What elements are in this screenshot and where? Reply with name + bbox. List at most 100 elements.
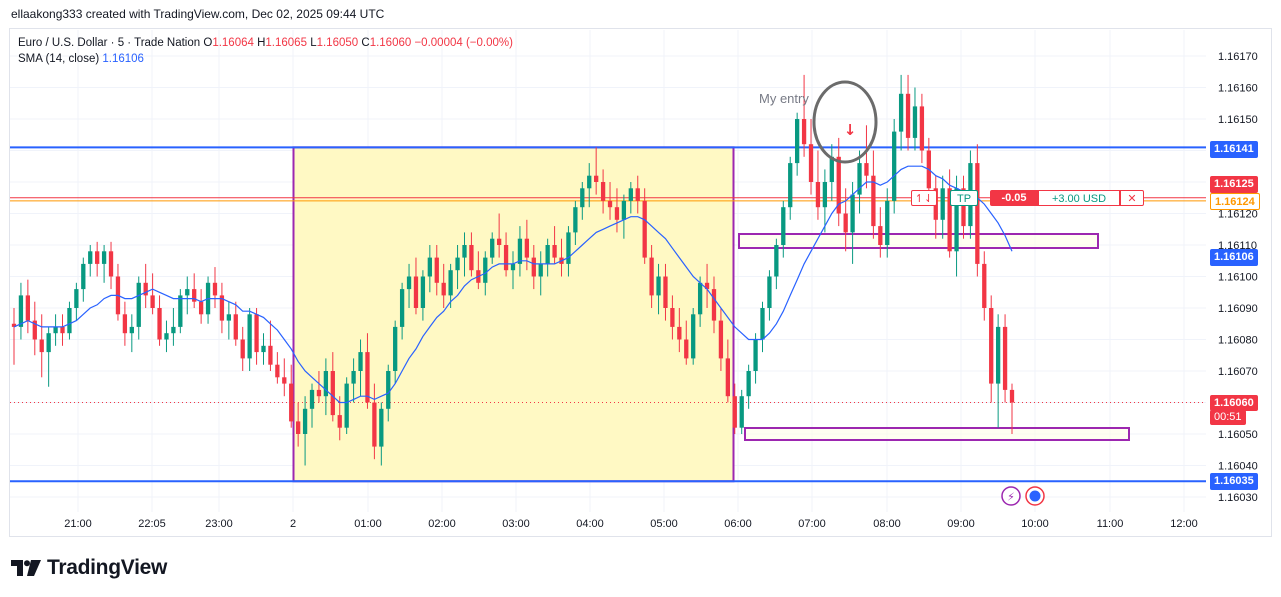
y-tick-label: 1.16150 — [1218, 114, 1258, 126]
time-axis[interactable]: 21:00 22:05 23:00 2 01:00 02:00 03:00 04:00 05:0… — [64, 518, 1198, 530]
candles-layer — [11, 74, 1015, 466]
candle-body — [164, 333, 169, 340]
y-tick-label: 1.16160 — [1218, 83, 1258, 95]
candle-body — [580, 188, 585, 208]
x-tick-label: 10:00 — [1021, 518, 1049, 530]
candle-body — [198, 301, 204, 315]
price-axis[interactable]: 1.160301.160401.160501.160601.160701.160… — [1218, 51, 1258, 504]
candle-body — [67, 308, 72, 334]
position-pl-usd[interactable]: +3.00 USD — [1038, 190, 1120, 206]
candle-body — [746, 371, 751, 397]
candle-body — [212, 282, 218, 296]
candle-body — [919, 106, 925, 151]
x-tick-label: 02:00 — [428, 518, 456, 530]
candle-body — [254, 314, 259, 353]
candle-body — [25, 295, 31, 321]
candle-body — [344, 383, 349, 428]
position-close-button[interactable]: ✕ — [1120, 190, 1144, 206]
tradingview-logo[interactable]: TradingView — [11, 556, 167, 580]
candle-body — [732, 396, 737, 428]
candle-body — [393, 326, 398, 371]
y-tick-label: 1.16170 — [1218, 51, 1258, 63]
y-tick-label: 1.16040 — [1218, 461, 1258, 473]
candle-body — [469, 245, 474, 271]
candle-body — [801, 119, 807, 145]
candle-body — [767, 276, 772, 308]
candle-body — [136, 282, 141, 327]
candle-body — [552, 245, 557, 258]
candle-body — [774, 245, 779, 277]
y-tick-label: 1.16050 — [1218, 429, 1258, 441]
sell-arrow-icon: ↓ — [844, 121, 857, 139]
candle-body — [788, 163, 793, 208]
event-flag-inner — [1029, 490, 1041, 502]
candle-body — [233, 314, 238, 340]
support-box — [744, 427, 1130, 441]
chart-credit: ellaakong333 created with TradingView.co… — [11, 7, 385, 21]
candle-body — [309, 389, 315, 409]
badge-blue-line-top: 1.16141 — [1210, 141, 1258, 158]
candle-body — [427, 257, 432, 277]
candle-body — [912, 106, 918, 138]
candle-body — [531, 257, 536, 277]
candle-body — [323, 371, 329, 397]
candle-body — [496, 238, 502, 245]
y-tick-label: 1.16070 — [1218, 366, 1258, 378]
legend-open: 1.16064 — [212, 37, 254, 49]
candle-body — [330, 371, 335, 416]
candle-body — [178, 295, 183, 327]
candle-body — [718, 320, 724, 359]
y-tick-label: 1.16030 — [1218, 492, 1258, 504]
candle-body — [434, 257, 439, 283]
y-tick-label: 1.16100 — [1218, 272, 1258, 284]
legend-l-label: L — [310, 37, 317, 49]
candle-body — [857, 163, 862, 195]
candle-body — [448, 270, 453, 296]
candle-body — [490, 238, 495, 258]
candle-body — [337, 415, 342, 428]
candle-body — [1002, 326, 1008, 390]
tp-label[interactable]: TP — [950, 190, 978, 206]
x-tick-label: 04:00 — [576, 518, 604, 530]
legend-symbol[interactable]: Euro / U.S. Dollar · 5 · Trade Nation — [18, 37, 201, 49]
candle-body — [358, 352, 363, 371]
x-tick-label: 01:00 — [354, 518, 382, 530]
candle-body — [711, 289, 717, 321]
candle-body — [982, 263, 987, 308]
candle-body — [74, 289, 79, 308]
candle-body — [808, 144, 814, 182]
x-tick-label: 22:05 — [138, 518, 166, 530]
candle-body — [46, 333, 51, 353]
lightning-glyph: ⚡ — [1007, 491, 1015, 504]
candle-body — [399, 289, 405, 327]
candle-body — [587, 175, 592, 189]
candle-body — [455, 257, 460, 271]
candle-body — [795, 119, 800, 164]
candle-body — [697, 282, 703, 315]
candle-body — [406, 276, 412, 290]
x-tick-label: 23:00 — [205, 518, 233, 530]
candle-body — [261, 345, 266, 353]
position-qty[interactable]: ↿⇃ — [911, 190, 937, 206]
candle-body — [898, 93, 904, 132]
candle-body — [441, 282, 446, 296]
candle-body — [483, 257, 488, 283]
candle-body — [275, 364, 280, 378]
candle-body — [594, 175, 599, 182]
candle-body — [975, 163, 980, 264]
candle-body — [171, 326, 176, 334]
legend-close: 1.16060 — [369, 37, 412, 49]
candle-body — [961, 188, 966, 227]
lightning-icon[interactable] — [1001, 486, 1021, 506]
x-tick-label: 2 — [290, 518, 296, 530]
position-pl-points[interactable]: -0.05 — [990, 190, 1038, 206]
entry-circle — [812, 80, 878, 164]
legend-high: 1.16065 — [265, 37, 307, 49]
sma-label[interactable]: SMA (14, close) — [18, 53, 100, 65]
candle-body — [413, 276, 419, 308]
candle-body — [351, 371, 356, 384]
candle-body — [122, 314, 128, 334]
candle-body — [836, 156, 841, 214]
candle-body — [1009, 389, 1015, 403]
